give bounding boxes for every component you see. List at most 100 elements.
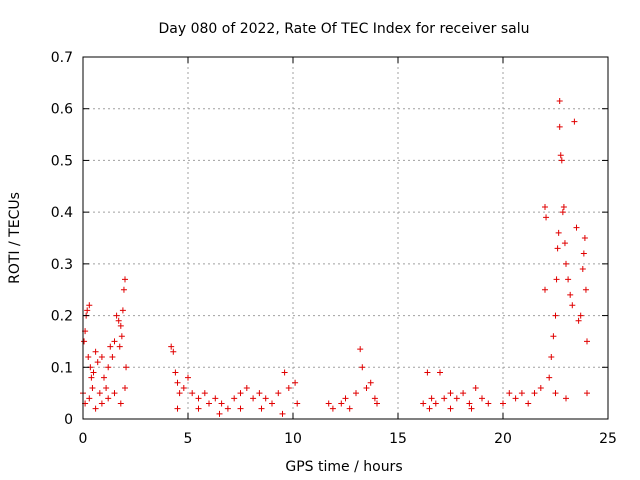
grid-layer (83, 57, 608, 419)
data-point (111, 390, 118, 397)
x-tick-label: 10 (284, 431, 302, 447)
data-point (90, 369, 97, 376)
data-point (195, 395, 202, 402)
data-point (256, 390, 263, 397)
data-point (109, 353, 116, 360)
data-point (468, 405, 475, 412)
data-point (363, 384, 370, 391)
data-point (172, 369, 179, 376)
y-tick-label: 0.1 (51, 360, 73, 376)
data-point (371, 395, 378, 402)
data-point (432, 400, 439, 407)
data-point (89, 384, 96, 391)
ticks-layer (82, 56, 609, 420)
data-point (447, 390, 454, 397)
data-point (294, 400, 301, 407)
data-point (500, 400, 506, 407)
data-point (224, 405, 231, 412)
data-point (115, 317, 122, 324)
data-point (96, 390, 103, 397)
data-point (580, 250, 587, 257)
data-point (92, 348, 99, 355)
data-point (577, 312, 584, 319)
x-tick-label: 5 (184, 431, 193, 447)
data-point (460, 390, 467, 397)
data-point (98, 353, 105, 360)
data-point (122, 276, 128, 283)
data-point (420, 400, 427, 407)
data-point (275, 390, 282, 397)
data-point (342, 395, 349, 402)
y-tick-label: 0 (64, 412, 73, 428)
data-point (119, 307, 126, 314)
data-point (466, 400, 473, 407)
data-point (472, 384, 479, 391)
data-point (531, 390, 538, 397)
data-point (556, 123, 563, 130)
data-point (518, 390, 525, 397)
data-point (218, 400, 225, 407)
data-point (447, 405, 454, 412)
data-point (243, 384, 250, 391)
data-point (176, 390, 183, 397)
data-point (105, 364, 112, 371)
data-point (118, 333, 125, 340)
data-point (506, 390, 513, 397)
data-point (558, 157, 565, 164)
data-point (582, 286, 589, 293)
data-point (453, 395, 460, 402)
data-point (180, 384, 187, 391)
data-point (84, 307, 91, 314)
data-point (174, 405, 181, 412)
data-point (575, 317, 582, 324)
y-axis-label: ROTI / TECUs (7, 192, 23, 284)
data-point (553, 276, 560, 283)
data-point (85, 353, 92, 360)
data-point (584, 390, 590, 397)
data-point (258, 405, 265, 412)
y-tick-labels: 0 0.1 0.2 0.3 0.4 0.5 0.6 0.7 (51, 50, 73, 428)
data-point (537, 384, 544, 391)
data-point (123, 364, 130, 371)
data-point (86, 302, 93, 309)
data-point (117, 322, 124, 329)
data-point (546, 374, 553, 381)
x-tick-label: 0 (79, 431, 88, 447)
data-point (231, 395, 238, 402)
data-point (556, 97, 563, 104)
data-point (359, 364, 366, 371)
data-point (581, 235, 588, 241)
data-point (269, 400, 275, 407)
data-point (94, 359, 101, 366)
data-point (285, 384, 292, 391)
data-point (113, 312, 120, 319)
data-point (120, 286, 127, 293)
data-point (103, 384, 110, 391)
data-point (86, 395, 93, 402)
data-point (557, 152, 564, 159)
data-point (424, 369, 431, 376)
data-point (174, 379, 181, 386)
chart-title: Day 080 of 2022, Rate Of TEC Index for r… (158, 21, 529, 37)
data-point (92, 405, 99, 412)
data-points-layer (80, 97, 590, 417)
data-point (262, 395, 269, 402)
data-point (441, 395, 448, 402)
data-point (116, 343, 123, 350)
x-tick-label: 20 (494, 431, 512, 447)
data-point (485, 400, 492, 407)
data-point (552, 390, 559, 397)
data-point (101, 374, 107, 381)
data-point (88, 374, 95, 381)
data-point (561, 240, 568, 247)
data-point (357, 346, 364, 353)
data-point (563, 260, 569, 267)
x-tick-label: 15 (389, 431, 407, 447)
data-point (512, 395, 519, 402)
data-point (554, 245, 561, 252)
data-point (571, 118, 578, 125)
y-tick-label: 0.5 (51, 153, 73, 169)
data-point (237, 390, 244, 397)
x-tick-labels: 0 5 10 15 20 25 (79, 431, 617, 447)
y-tick-label: 0.4 (51, 205, 73, 221)
